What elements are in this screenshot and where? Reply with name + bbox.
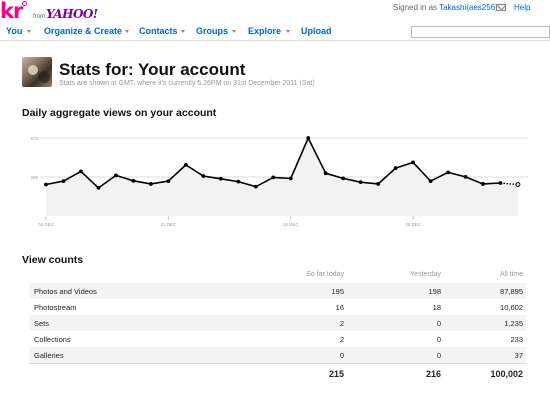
signed-in-status: Signed in as Takashi(aes256) (393, 3, 498, 12)
y-tick-label: 572 (30, 136, 38, 141)
data-point (446, 170, 450, 175)
data-point (183, 162, 188, 167)
row-label: Galleries (34, 351, 64, 360)
data-point (341, 176, 346, 181)
row-label: Photostream (34, 303, 77, 312)
data-point (515, 182, 521, 187)
x-tick-label: 18 DEC (283, 222, 300, 227)
data-point (463, 174, 468, 179)
username-link[interactable]: Takashi(aes256) (439, 3, 498, 12)
cell-yesterday: 0 (436, 319, 441, 328)
data-point (358, 180, 363, 185)
data-point (498, 181, 503, 185)
data-point (376, 182, 381, 186)
data-point (411, 160, 416, 165)
data-point (306, 136, 311, 140)
table-row: Sets 2 0 1,235 (29, 315, 526, 331)
cell-all-time: 233 (510, 335, 523, 344)
cell-all-time: 87,895 (500, 287, 523, 296)
table-header: All time (500, 271, 523, 278)
cell-today: 195 (331, 287, 344, 296)
logo-wordmark: kr (0, 0, 23, 23)
chevron-down-icon[interactable] (125, 30, 129, 33)
total-yesterday: 216 (425, 369, 441, 379)
table-totals-row: 215 216 100,002 (29, 363, 526, 383)
row-label: Photos and Videos (34, 287, 97, 296)
data-point (148, 182, 153, 186)
view-counts-table: So far today Yesterday All time Photos a… (29, 267, 526, 383)
table-row: Galleries 0 0 37 (29, 347, 526, 363)
data-point (218, 176, 223, 181)
table-row: Photos and Videos 195 198 87,895 (29, 283, 526, 299)
row-label: Collections (34, 335, 71, 344)
data-point (288, 176, 293, 181)
nav-organize-create[interactable]: Organize & Create (44, 26, 123, 36)
cell-today: 16 (335, 303, 344, 312)
signed-in-label: Signed in as (393, 3, 438, 12)
data-point (271, 175, 276, 180)
x-tick-label: 04 DEC (38, 222, 55, 227)
chevron-down-icon[interactable] (27, 30, 31, 33)
chart-title: Daily aggregate views on your account (22, 107, 217, 119)
view-counts-title: View counts (22, 254, 84, 266)
avatar[interactable] (22, 57, 52, 87)
nav-divider (0, 40, 550, 41)
data-point (393, 166, 398, 171)
data-point (44, 182, 48, 187)
nav-contacts[interactable]: Contacts (139, 26, 178, 36)
page-subtitle: Stats are shown in GMT, where it's curre… (59, 80, 315, 87)
data-point (236, 179, 241, 184)
main-nav: You Organize & Create Contacts Groups Ex… (0, 24, 550, 40)
cell-all-time: 37 (514, 351, 523, 360)
cell-yesterday: 0 (436, 335, 441, 344)
total-today: 215 (328, 369, 344, 379)
cell-yesterday: 198 (428, 287, 441, 296)
row-label: Sets (34, 319, 50, 328)
y-tick-label: 286 (30, 175, 38, 180)
daily-views-chart: 572 286 04 DEC 11 DEC 18 DEC 25 DEC (30, 136, 528, 227)
table-header: So far today (306, 271, 344, 278)
data-point (61, 179, 66, 183)
cell-today: 0 (339, 351, 344, 360)
cell-today: 2 (339, 319, 344, 328)
data-point (323, 171, 328, 176)
data-point (481, 182, 485, 186)
data-point (201, 174, 206, 178)
nav-groups[interactable]: Groups (196, 26, 229, 36)
search-input[interactable] (411, 26, 550, 38)
cell-today: 2 (339, 335, 344, 344)
x-tick-label: 11 DEC (161, 222, 177, 227)
table-row: Photostream 16 18 10,602 (29, 299, 526, 315)
data-point (166, 179, 171, 183)
area-fill (46, 138, 518, 216)
chevron-down-icon[interactable] (286, 30, 290, 33)
cell-all-time: 1,235 (504, 319, 523, 328)
page-title: Stats for: Your account (59, 60, 246, 79)
cell-yesterday: 0 (436, 351, 441, 360)
data-point (253, 184, 258, 189)
logo-from-text: from (33, 14, 45, 20)
x-tick-label: 25 DEC (405, 222, 422, 227)
table-header: Yesterday (410, 271, 441, 278)
table-row: Collections 2 0 233 (29, 331, 526, 347)
mail-icon[interactable] (496, 4, 506, 11)
data-point (96, 186, 101, 190)
table-header-row: So far today Yesterday All time (29, 267, 526, 283)
chevron-down-icon[interactable] (181, 30, 185, 33)
yahoo-logo: YAHOO! (46, 7, 98, 21)
data-point (79, 169, 83, 174)
nav-you[interactable]: You (6, 26, 23, 36)
data-point (428, 179, 433, 183)
data-point (131, 178, 136, 183)
cell-all-time: 10,602 (500, 303, 523, 312)
total-all-time: 100,002 (490, 369, 523, 379)
help-link[interactable]: Help (514, 3, 531, 12)
nav-upload[interactable]: Upload (301, 26, 332, 36)
logo-registered-mark (22, 1, 27, 6)
nav-explore[interactable]: Explore (248, 26, 282, 36)
cell-yesterday: 18 (432, 303, 441, 312)
data-point (114, 173, 118, 178)
top-bar: kr from YAHOO! Signed in as Takashi(aes2… (0, 0, 550, 24)
chevron-down-icon[interactable] (232, 30, 236, 33)
